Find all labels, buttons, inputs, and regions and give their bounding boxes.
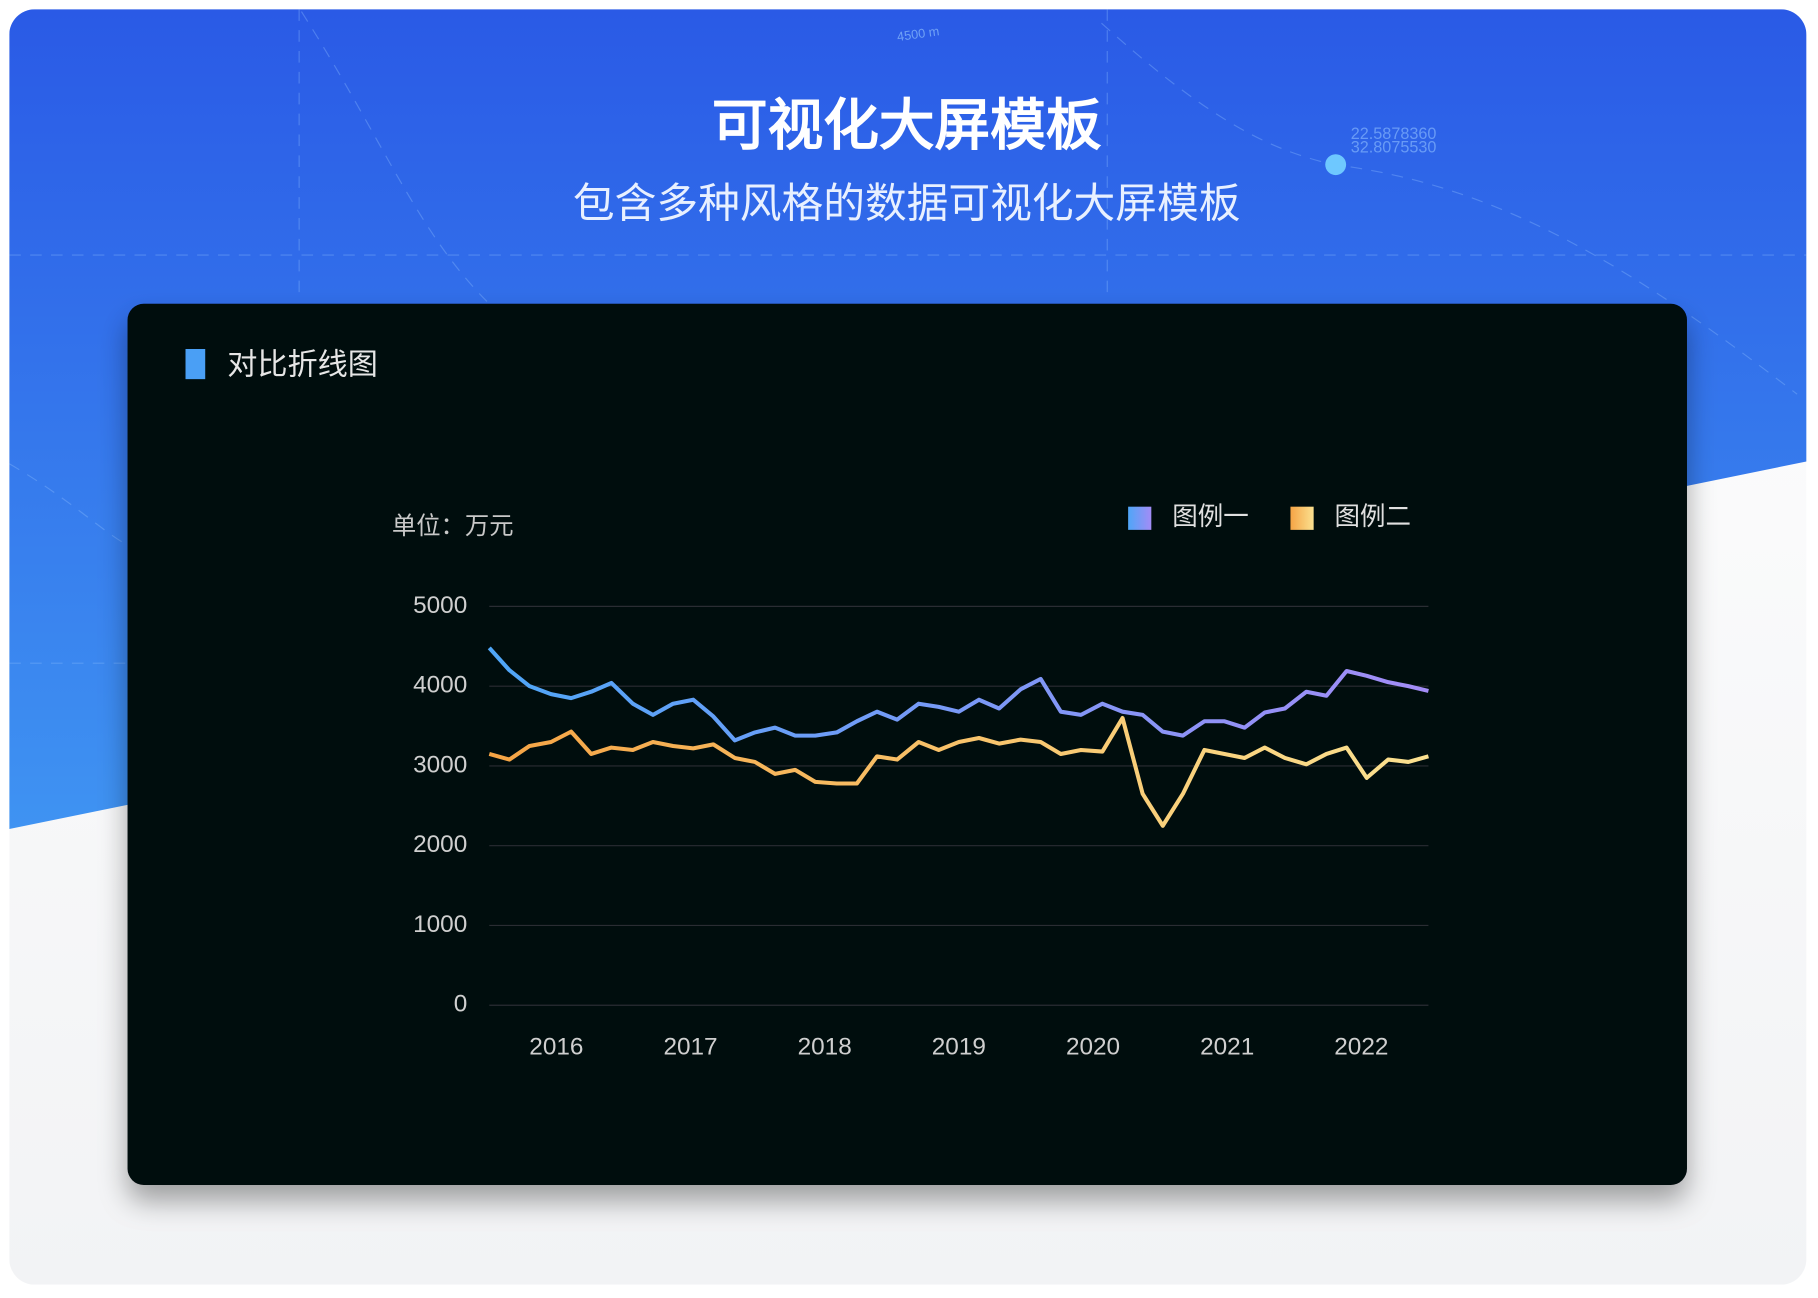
- y-tick-label: 5000: [413, 592, 467, 619]
- card-title: 对比折线图: [227, 347, 378, 381]
- legend-swatch: [1290, 506, 1314, 530]
- legend-swatch: [1128, 506, 1152, 530]
- x-tick-label: 2021: [1200, 1034, 1254, 1061]
- x-tick-label: 2019: [932, 1034, 986, 1061]
- decor-text: 22.5878360: [1351, 125, 1437, 143]
- legend-label: 图例一: [1172, 503, 1249, 531]
- x-tick-label: 2016: [529, 1034, 583, 1061]
- plot: 0 1000 2000 3000 4000 5000 2016 2017 2018 2019 202…: [413, 503, 1429, 1061]
- y-tick-label: 1000: [413, 911, 467, 938]
- y-tick-label: 2000: [413, 831, 467, 858]
- y-tick-label: 4000: [413, 672, 467, 699]
- unit-label: 单位：万元: [392, 513, 514, 540]
- x-tick-label: 2017: [663, 1034, 717, 1061]
- y-tick-label: 0: [454, 991, 468, 1018]
- decor-text: 4500 m: [896, 23, 940, 44]
- card-title-marker: [185, 348, 206, 380]
- page-subtitle: 包含多种风格的数据可视化大屏模板: [573, 179, 1240, 226]
- page-title: 可视化大屏模板: [712, 95, 1102, 157]
- series-line: [487, 646, 1429, 743]
- decor-dot: [1325, 154, 1347, 176]
- series-line: [488, 716, 1429, 828]
- x-tick-label: 2018: [798, 1034, 852, 1061]
- card: [127, 303, 1687, 1185]
- legend-label: 图例二: [1335, 503, 1412, 531]
- decor-text: 32.8075530: [1351, 139, 1437, 157]
- y-tick-label: 3000: [413, 751, 467, 778]
- x-tick-label: 2020: [1066, 1034, 1120, 1061]
- x-tick-label: 2022: [1334, 1034, 1388, 1061]
